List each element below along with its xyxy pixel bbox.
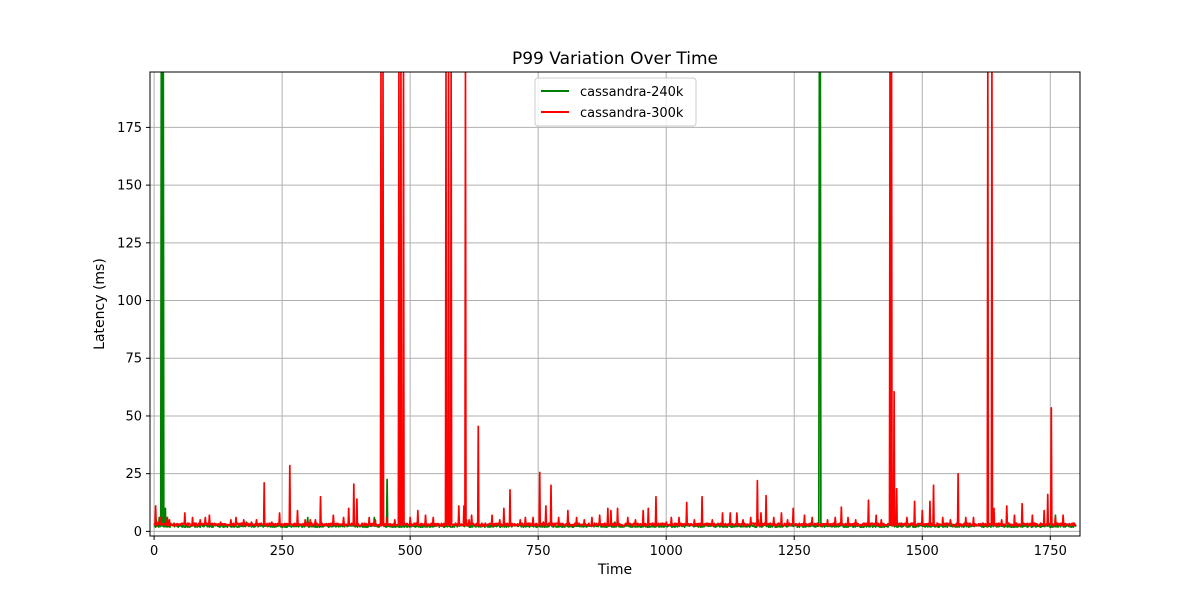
x-tick-label: 500 (398, 544, 423, 559)
legend-box (534, 77, 697, 127)
y-axis-label: Latency (ms) (92, 258, 108, 350)
x-tick-label: 1500 (906, 544, 939, 559)
y-tick-label: 0 (134, 525, 142, 540)
plot-frame (149, 71, 1081, 537)
x-tick-label: 750 (526, 544, 551, 559)
y-tick-label: 150 (117, 179, 142, 194)
series-layer (153, 72, 1077, 529)
legend: cassandra-240k cassandra-300k (534, 77, 697, 127)
grid (150, 72, 1080, 536)
x-tick-label: 1000 (650, 544, 683, 559)
y-tick-label: 175 (117, 121, 142, 136)
y-tick-label: 25 (125, 467, 142, 482)
x-tick-label: 1250 (778, 544, 811, 559)
chart-title: P99 Variation Over Time (512, 49, 718, 69)
y-tick-label: 100 (117, 294, 142, 309)
x-tick-label: 250 (270, 544, 295, 559)
series-line-cassandra-300k (153, 72, 1077, 527)
legend-label-cassandra-240k: cassandra-240k (580, 85, 684, 100)
legend-label-cassandra-300k: cassandra-300k (580, 106, 684, 121)
ticks: 0 250 500 750 1000 1250 1500 1750 0 25 50 75 100 125 1… (117, 121, 1067, 559)
y-tick-label: 75 (125, 352, 142, 367)
x-tick-label: 0 (150, 544, 158, 559)
y-tick-label: 125 (117, 236, 142, 251)
y-tick-label: 50 (125, 409, 142, 424)
x-tick-label: 1750 (1034, 544, 1067, 559)
x-axis-label: Time (597, 562, 632, 578)
